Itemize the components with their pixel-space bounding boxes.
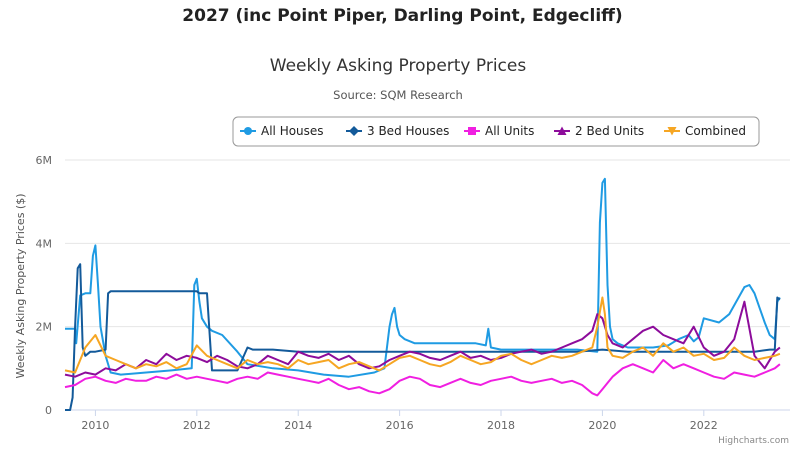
legend-item-2-bed-units[interactable]: 2 Bed Units [554,124,644,138]
y-axis-label: Weekly Asking Property Prices ($) [14,193,27,378]
legend-marker-all-units [468,127,476,135]
y-axis-ticks: 0 2M 4M 6M [36,154,53,417]
x-tick-label: 2010 [81,419,109,432]
x-tick-label: 2012 [183,419,211,432]
legend-item-combined[interactable]: Combined [664,124,746,138]
x-tick-label: 2016 [386,419,414,432]
y-tick-label: 0 [45,404,52,417]
series-line-combined[interactable] [64,296,781,374]
y-tick-label: 2M [36,321,53,334]
legend-label-3-bed-houses: 3 Bed Houses [367,124,449,138]
chart-credit[interactable]: Highcharts.com [718,436,789,446]
x-tick-label: 2018 [487,419,515,432]
legend-label-all-houses: All Houses [261,124,324,138]
y-tick-label: 6M [36,154,53,167]
chart-subtitle: Source: SQM Research [333,88,463,102]
legend-item-all-units[interactable]: All Units [464,124,534,138]
legend-label-all-units: All Units [485,124,534,138]
x-tick-label: 2022 [690,419,718,432]
chart-title: Weekly Asking Property Prices [270,56,527,76]
x-axis-ticks: 2010 2012 2014 2016 2018 2020 2022 [81,410,718,432]
legend-marker-2-bed-units [557,126,567,135]
chart-legend: All Houses 3 Bed Houses All Units 2 Bed Uni… [232,116,760,147]
legend-label-combined: Combined [685,124,746,138]
legend-box [232,116,760,147]
legend-marker-all-houses [244,127,252,135]
y-gridlines [65,159,790,328]
legend-marker-3-bed-houses [349,126,359,136]
y-tick-label: 4M [36,237,53,250]
legend-item-all-houses[interactable]: All Houses [240,124,324,138]
series-line-all-houses[interactable] [65,177,781,378]
page-heading: 2027 (inc Point Piper, Darling Point, Ed… [182,6,623,26]
legend-label-2-bed-units: 2 Bed Units [575,124,644,138]
legend-item-3-bed-houses[interactable]: 3 Bed Houses [346,124,449,138]
x-tick-label: 2014 [284,419,312,432]
legend-marker-combined [667,127,677,136]
series-line-3-bed-houses[interactable] [65,263,781,411]
series-line-all-units[interactable] [64,359,781,397]
series-line-2-bed-units[interactable] [64,300,781,378]
x-tick-label: 2020 [588,419,616,432]
plot-area [64,177,781,411]
